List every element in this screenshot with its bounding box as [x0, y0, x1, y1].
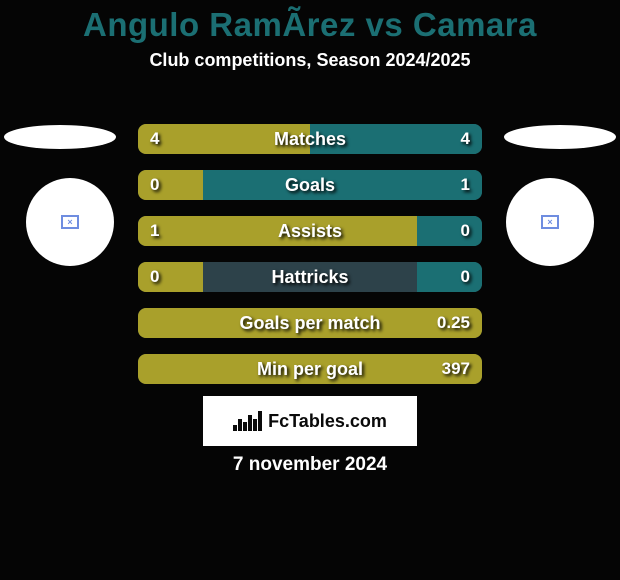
brand-logo-icon	[233, 411, 262, 431]
stat-value-right: 1	[461, 170, 470, 200]
player-right-avatar: ×	[506, 178, 594, 266]
placeholder-icon: ×	[541, 215, 559, 229]
brand-badge: FcTables.com	[203, 396, 417, 446]
stat-row: Matches4 4	[138, 124, 482, 154]
brand-text: FcTables.com	[268, 411, 387, 432]
placeholder-icon: ×	[61, 215, 79, 229]
stat-row: Goals0 1	[138, 170, 482, 200]
player-left-avatar: ×	[26, 178, 114, 266]
stat-value-right: 0	[461, 262, 470, 292]
stat-value-right: 4	[461, 124, 470, 154]
stat-row: Assists1 0	[138, 216, 482, 246]
stat-value-right: 397	[442, 354, 470, 384]
stat-row: Goals per match0.25	[138, 308, 482, 338]
stat-label: Matches	[138, 124, 482, 154]
date-label: 7 november 2024	[0, 454, 620, 476]
stat-row: Hattricks0 0	[138, 262, 482, 292]
stat-value-left: 0	[150, 262, 159, 292]
page-title: Angulo RamÃ­rez vs Camara	[0, 0, 620, 44]
stat-row: Min per goal397	[138, 354, 482, 384]
player-left-oval	[4, 125, 116, 149]
stat-label: Goals per match	[138, 308, 482, 338]
stat-value-left: 4	[150, 124, 159, 154]
stat-label: Goals	[138, 170, 482, 200]
stat-label: Hattricks	[138, 262, 482, 292]
stat-value-left: 1	[150, 216, 159, 246]
subtitle: Club competitions, Season 2024/2025	[0, 50, 620, 71]
stat-label: Assists	[138, 216, 482, 246]
stat-value-right: 0	[461, 216, 470, 246]
stat-value-right: 0.25	[437, 308, 470, 338]
stat-bars: Matches44Goals01Assists10Hattricks00Goal…	[138, 124, 482, 400]
stat-value-left: 0	[150, 170, 159, 200]
player-right-oval	[504, 125, 616, 149]
stat-label: Min per goal	[138, 354, 482, 384]
